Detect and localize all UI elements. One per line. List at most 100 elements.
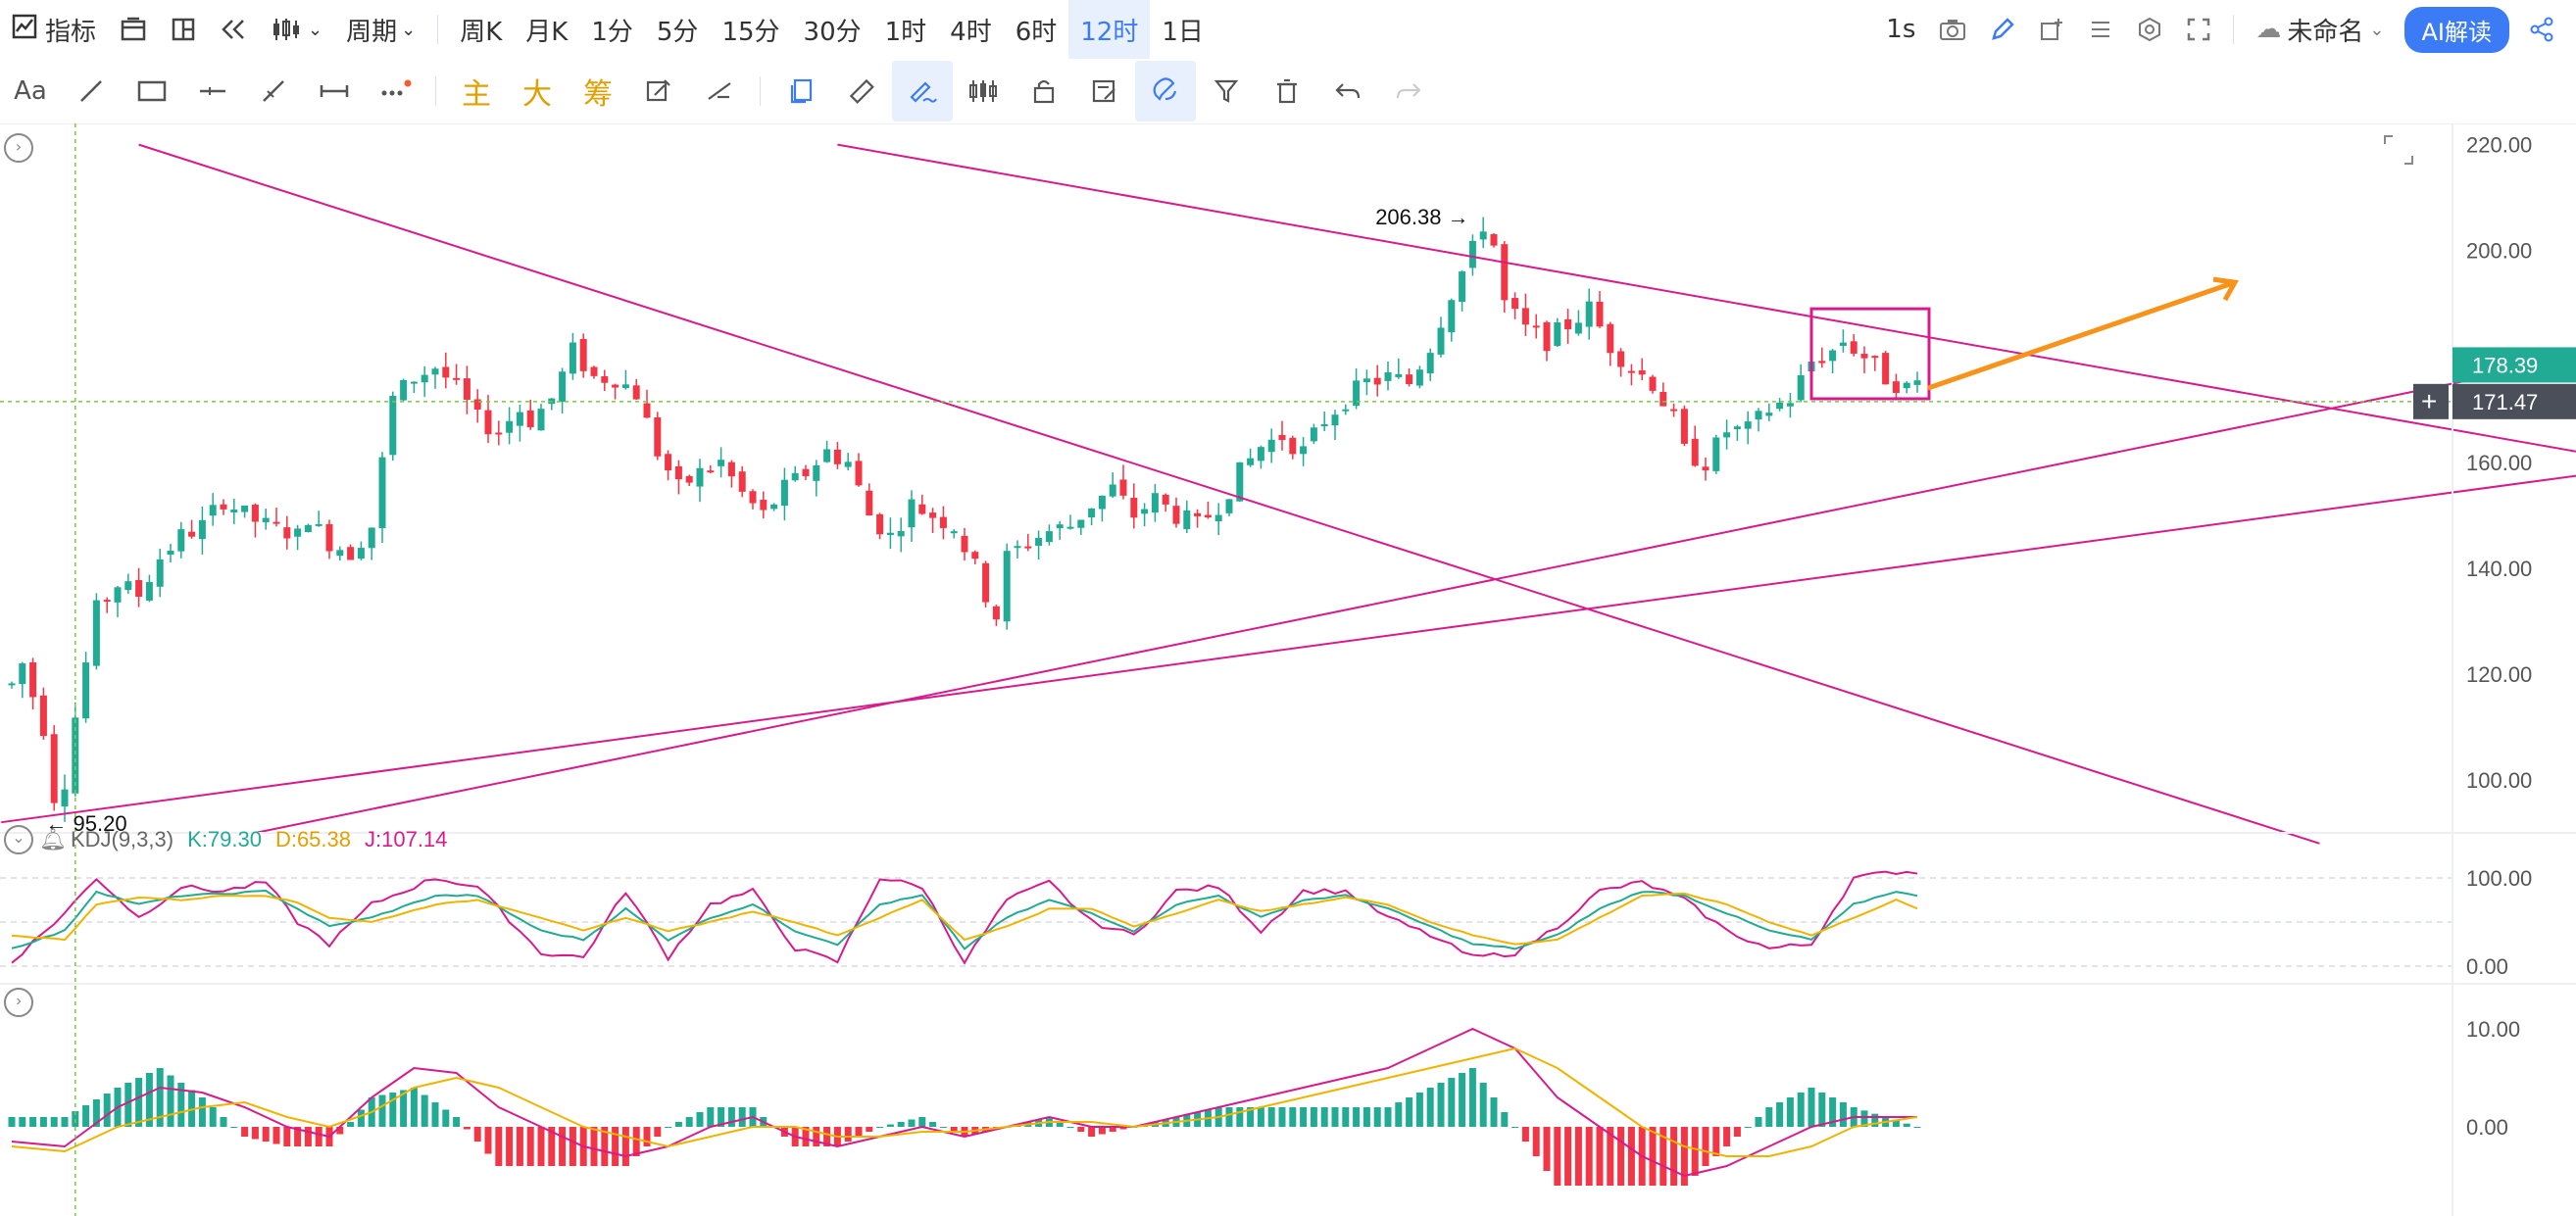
magnet-icon[interactable] <box>1135 61 1196 122</box>
period-6[interactable]: 1时 <box>884 17 927 47</box>
candle-body <box>1680 409 1688 444</box>
fullscreen-icon[interactable] <box>2174 0 2223 59</box>
replay-icon[interactable] <box>208 0 259 59</box>
macd-histogram-bar <box>1574 1127 1582 1186</box>
candle-body <box>526 410 534 428</box>
macd-histogram-bar <box>674 1122 682 1127</box>
period-10[interactable]: 1日 <box>1162 17 1204 47</box>
expand-icon[interactable]: › <box>4 133 33 163</box>
candle-body <box>1342 409 1350 412</box>
template-icon[interactable] <box>108 0 159 59</box>
macd-histogram-bar <box>855 1127 863 1137</box>
bell-icon[interactable]: 🔔︎ <box>39 827 67 851</box>
macd-histogram-bar <box>262 1127 270 1142</box>
chart-type-button[interactable]: ⌄ <box>259 0 334 59</box>
macd-histogram-bar <box>1479 1083 1487 1127</box>
period-7[interactable]: 4时 <box>950 17 992 47</box>
collapse-icon[interactable]: › <box>4 988 33 1017</box>
undo-icon[interactable] <box>1317 61 1378 122</box>
pencil-icon[interactable] <box>1978 0 2027 59</box>
candle-body <box>749 491 757 504</box>
candle-body <box>1596 301 1604 327</box>
candle-body <box>103 600 111 603</box>
edit-note-icon[interactable] <box>1074 61 1135 122</box>
camera-icon[interactable] <box>1927 0 1978 59</box>
speed-label[interactable]: 1s <box>1886 15 1916 44</box>
macd-histogram-bar <box>1289 1107 1297 1127</box>
period-8[interactable]: 6时 <box>1015 17 1058 47</box>
candle-body <box>780 479 788 507</box>
macd-histogram-bar <box>1119 1127 1127 1130</box>
line-tool-icon[interactable] <box>61 61 122 122</box>
period-1[interactable]: 月K <box>525 17 569 47</box>
candle-body <box>1860 354 1868 359</box>
period-menu[interactable]: 周期 ⌄ <box>334 0 427 59</box>
layout-icon[interactable] <box>159 0 208 59</box>
candle-body <box>939 516 947 528</box>
candle-body <box>1617 351 1625 367</box>
rectangle-tool-icon[interactable] <box>122 61 182 122</box>
candle-body <box>770 504 778 510</box>
period-9[interactable]: 12时 <box>1068 0 1151 59</box>
candle-body <box>400 379 408 401</box>
candle-body <box>1225 499 1233 513</box>
candle-body <box>114 587 122 603</box>
text-tool[interactable]: Aa <box>14 76 47 106</box>
macd-histogram-bar <box>1554 1127 1561 1186</box>
candle-body <box>866 490 873 516</box>
candle-body <box>357 548 365 559</box>
downtrend-line-2 <box>837 143 2576 453</box>
lock-icon[interactable] <box>1014 61 1074 122</box>
main-force-button[interactable]: 主 <box>462 77 491 112</box>
copy-icon[interactable] <box>770 61 831 122</box>
candle-body <box>1109 484 1116 497</box>
redo-icon[interactable] <box>1378 61 1439 122</box>
magnet-line-icon[interactable] <box>689 61 750 122</box>
period-2[interactable]: 1分 <box>591 17 633 47</box>
ray-tool-icon[interactable] <box>243 61 304 122</box>
period-3[interactable]: 5分 <box>656 17 699 47</box>
measure-tool-icon[interactable] <box>304 61 365 122</box>
layout-name-menu[interactable]: ☁ 未命名 ⌄ <box>2244 0 2396 59</box>
candle-body <box>72 717 79 794</box>
period-0[interactable]: 周K <box>460 17 503 47</box>
ruler-icon[interactable] <box>831 61 892 122</box>
macd-histogram-bar <box>601 1127 609 1166</box>
chart-area[interactable]: 100.000.00 10.000.00 220.00200.00180.001… <box>0 123 2576 1216</box>
ai-interpret-button[interactable]: AI解读 <box>2403 6 2509 53</box>
candle-body <box>1014 546 1021 549</box>
downtrend-line-1 <box>138 143 2320 845</box>
macd-histogram-bar <box>537 1127 545 1166</box>
list-icon[interactable] <box>2076 0 2125 59</box>
add-panel-icon[interactable] <box>2027 0 2076 59</box>
more-tools-icon[interactable] <box>365 61 425 122</box>
candle-body <box>1564 318 1572 330</box>
macd-histogram-bar <box>569 1127 576 1166</box>
candle-body <box>283 527 291 539</box>
period-list: 周K 月K 1分 5分 15分 30分 1时 4时 6时 12时 1日 <box>448 0 1215 59</box>
candle-body <box>156 559 164 587</box>
big-order-button[interactable]: 大 <box>522 77 552 112</box>
candle-body <box>325 523 333 552</box>
macd-histogram-bar <box>1627 1127 1635 1186</box>
share-icon[interactable] <box>2517 0 2566 59</box>
macd-histogram-bar <box>431 1102 439 1127</box>
trash-icon[interactable] <box>1257 61 1317 122</box>
maximize-icon[interactable] <box>2382 133 2415 167</box>
filter-icon[interactable] <box>1196 61 1257 122</box>
indicators-button[interactable]: 指标 <box>0 0 108 59</box>
price-tick: 100.00 <box>2466 768 2532 793</box>
candles-icon[interactable] <box>953 61 1014 122</box>
chip-button[interactable]: 筹 <box>583 77 613 112</box>
macd-histogram-bar <box>886 1124 894 1127</box>
macd-histogram-bar <box>1426 1088 1434 1127</box>
settings-icon[interactable] <box>2125 0 2174 59</box>
period-4[interactable]: 15分 <box>721 17 780 47</box>
candle-body <box>1310 427 1317 442</box>
brush-icon[interactable] <box>892 61 953 122</box>
period-5[interactable]: 30分 <box>803 17 862 47</box>
horizontal-line-icon[interactable] <box>182 61 243 122</box>
sync-draw-icon[interactable] <box>628 61 689 122</box>
candle-body <box>124 581 132 591</box>
collapse-icon[interactable]: ⌄ <box>4 825 33 854</box>
